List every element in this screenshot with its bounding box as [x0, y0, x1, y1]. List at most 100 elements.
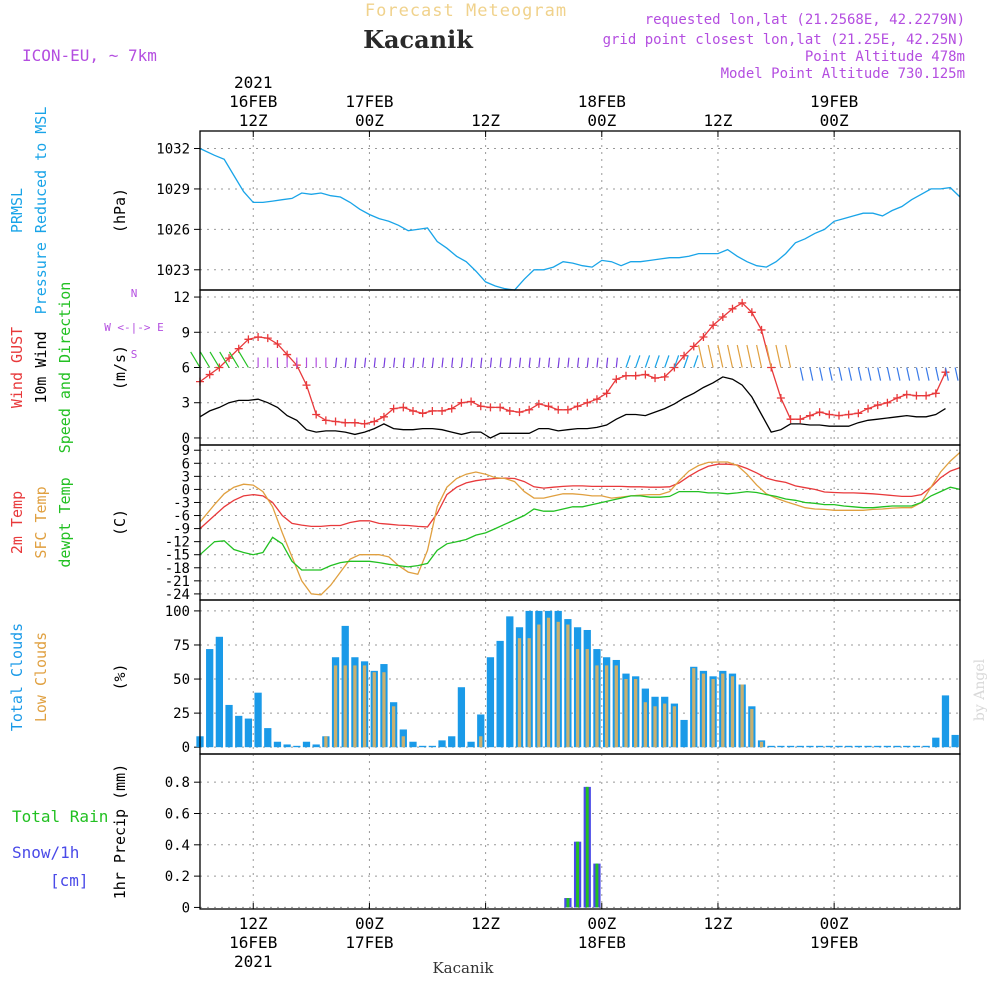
time-label-top: 12Z — [471, 111, 500, 130]
side-label: Snow/1h — [12, 843, 79, 862]
gust-marker — [350, 418, 359, 427]
side-label: 10m Wind — [32, 331, 50, 403]
gust-marker — [331, 417, 340, 426]
gust-marker — [525, 405, 534, 414]
series-line-dewpt Temp — [199, 486, 961, 571]
time-label-top: 12Z — [239, 111, 268, 130]
bar-Low Clouds — [324, 736, 328, 748]
gust-marker — [621, 371, 630, 380]
wind-arrow — [219, 351, 230, 368]
gust-marker — [399, 403, 408, 412]
y-tick-label: 25 — [173, 706, 190, 722]
bar-Total Clouds — [796, 745, 804, 748]
gust-marker — [321, 416, 330, 425]
gust-marker — [408, 406, 417, 415]
wind-arrow — [383, 357, 386, 368]
info-line: requested lon,lat (21.2568E, 42.2279N) — [645, 12, 965, 28]
y-tick-label: -9 — [173, 522, 190, 538]
wind-arrow — [528, 357, 531, 368]
bar-Low Clouds — [653, 706, 657, 748]
y-tick-label: 0.2 — [165, 869, 190, 885]
wind-arrow — [547, 357, 551, 368]
bar-rain-core — [595, 863, 599, 908]
gust-marker — [244, 335, 253, 344]
bar-Low Clouds — [663, 703, 667, 748]
bar-Total Clouds — [302, 741, 311, 748]
bar-Total Clouds — [486, 657, 495, 748]
y-tick-label: 0 — [182, 482, 190, 498]
wind-arrow — [877, 367, 882, 381]
bar-Total Clouds — [806, 745, 814, 748]
model-label: ICON-EU, ~ 7km — [22, 46, 157, 65]
gust-marker — [805, 411, 814, 420]
wind-arrow — [954, 367, 959, 381]
bar-Total Clouds — [922, 745, 930, 748]
gust-marker — [680, 351, 689, 360]
wind-arrow — [799, 367, 804, 381]
side-label: SFC Temp — [32, 486, 50, 558]
bar-Low Clouds — [479, 736, 483, 748]
y-tick-label: 0.6 — [165, 806, 190, 822]
gust-marker — [786, 415, 795, 424]
bar-Total Clouds — [912, 745, 921, 748]
gust-marker — [815, 408, 824, 417]
wind-arrow — [509, 357, 512, 368]
gust-marker — [360, 419, 369, 428]
wind-arrow — [925, 367, 930, 381]
gust-marker — [776, 394, 785, 403]
gust-marker — [834, 411, 843, 420]
gust-marker — [515, 408, 524, 417]
y-tick-label: -6 — [173, 509, 190, 525]
gust-marker — [747, 308, 756, 317]
gust-marker — [583, 398, 592, 407]
gust-marker — [699, 332, 708, 341]
bar-Low Clouds — [643, 702, 647, 748]
gust-marker — [922, 391, 931, 400]
bar-Total Clouds — [506, 616, 514, 748]
wind-arrow — [736, 344, 743, 368]
gust-marker — [370, 417, 379, 426]
y-tick-label: 75 — [173, 638, 190, 654]
wind-arrow — [635, 355, 641, 368]
wind-arrow — [906, 367, 911, 381]
y-axis-label: (C) — [111, 509, 129, 536]
wind-arrow — [654, 355, 660, 368]
compass-west-east: W <-|-> E — [104, 321, 164, 334]
gust-marker — [728, 304, 737, 313]
wind-arrow — [373, 357, 376, 368]
gust-marker — [225, 354, 234, 363]
time-label-top: 17FEB — [345, 92, 393, 111]
y-tick-label: -15 — [165, 548, 190, 564]
bar-Total Clouds — [225, 704, 233, 748]
bar-Low Clouds — [537, 624, 541, 748]
y-tick-label: 50 — [173, 672, 190, 688]
bar-Total Clouds — [874, 745, 882, 748]
bar-Total Clouds — [273, 741, 282, 748]
bar-Total Clouds — [235, 715, 243, 748]
gust-marker — [467, 397, 476, 406]
y-tick-label: 0.8 — [165, 775, 190, 791]
wind-arrow — [664, 355, 670, 368]
bar-Low Clouds — [614, 665, 618, 748]
bar-Total Clouds — [835, 745, 843, 748]
bar-Total Clouds — [477, 714, 485, 748]
bar-Low Clouds — [382, 672, 386, 748]
bar-Total Clouds — [409, 741, 417, 748]
wind-arrow — [460, 357, 464, 368]
wind-arrow — [886, 367, 891, 381]
bar-Total Clouds — [457, 687, 466, 748]
panel-pressure: 1023 1026 1029 1032 (hPa) PRMSL Pressure Reduc… — [8, 107, 961, 314]
y-tick-label: 1029 — [156, 182, 190, 198]
y-axis-label: (%) — [111, 663, 129, 690]
bar-Low Clouds — [556, 621, 560, 748]
bar-Total Clouds — [845, 745, 853, 748]
y-tick-label: 9 — [182, 325, 190, 341]
series-line-2m Temp — [199, 463, 961, 530]
wind-arrow — [673, 355, 680, 368]
gust-marker — [602, 389, 611, 398]
side-label: dewpt Temp — [56, 477, 74, 567]
wind-arrow — [896, 367, 901, 381]
side-label: 2m Temp — [8, 491, 26, 554]
y-tick-label: 0 — [182, 740, 190, 756]
bar-Total Clouds — [941, 695, 950, 748]
